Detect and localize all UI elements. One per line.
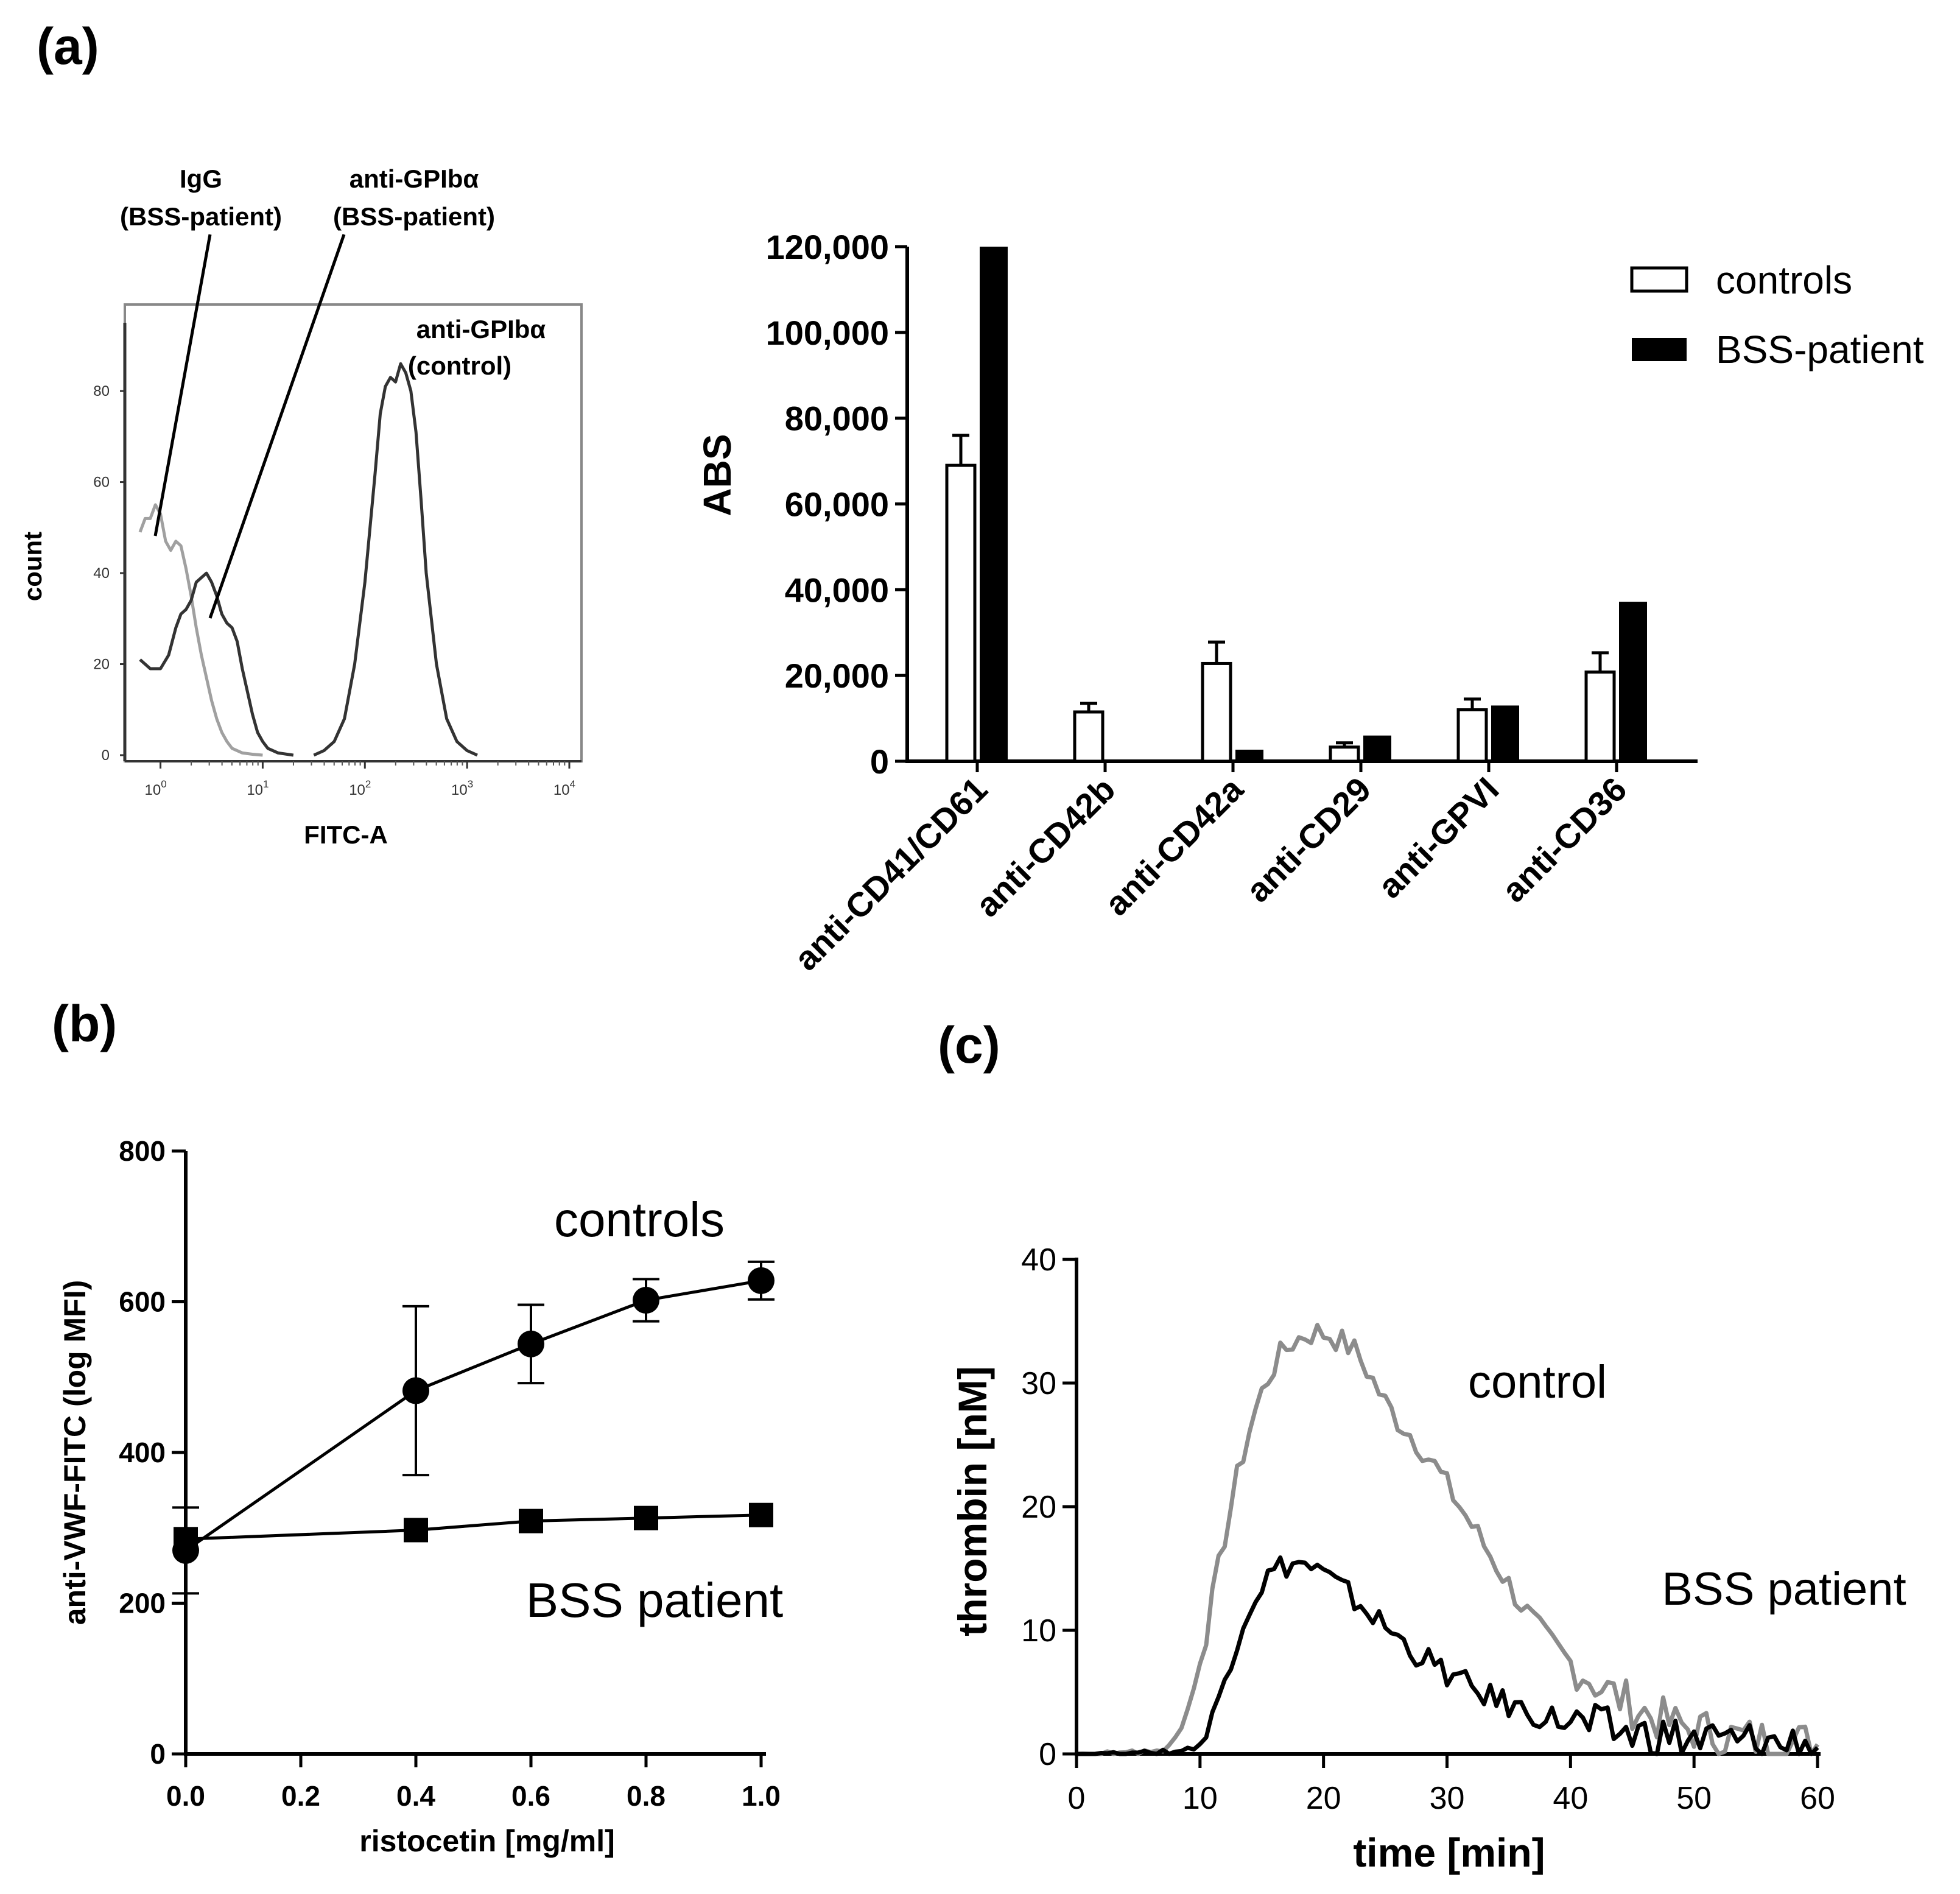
c-x-tick-label: 10 (1182, 1781, 1218, 1816)
annotation-igg-line1: IgG (180, 164, 222, 193)
panel-label-c: (c) (938, 1016, 1000, 1074)
c-y-tick-label: 30 (1021, 1366, 1056, 1401)
b-y-tick-label: 400 (119, 1437, 166, 1468)
panel-label-a: (a) (37, 18, 99, 75)
b-label-controls: controls (554, 1192, 725, 1247)
ristocetin-chart: 0 200 400 600 800 0.0 0.2 0.4 0.6 0.8 1.0 anti-VWF… (58, 1135, 783, 1858)
b-point-controls (633, 1287, 659, 1314)
c-y-label: thrombin [nM] (950, 1366, 995, 1636)
annotation-anti-ctrl-line2: (control) (408, 351, 511, 380)
b-point-bss-patient (519, 1509, 543, 1533)
bar-y-tick-label: 120,000 (766, 228, 889, 266)
bar-y-tick-label: 60,000 (785, 485, 889, 524)
annotation-igg-line2: (BSS-patient) (120, 202, 282, 231)
b-x-tick-label: 0.0 (166, 1780, 205, 1812)
bar-bss-patient (1363, 735, 1391, 761)
b-x-tick-label: 0.4 (396, 1780, 435, 1812)
c-y-tick-label: 10 (1021, 1613, 1056, 1649)
flow-y-tick-label: 40 (93, 565, 110, 582)
c-x-label: time [min] (1353, 1830, 1545, 1875)
c-y-tick-label: 0 (1039, 1737, 1056, 1772)
bar-bss-patient (1619, 602, 1647, 761)
c-x-tick-label: 50 (1676, 1781, 1712, 1816)
flow-y-tick-label: 20 (93, 657, 110, 673)
legend-swatch-controls (1630, 266, 1688, 293)
flow-x-tick-label: 104 (553, 778, 575, 798)
flow-series-line-0 (138, 503, 263, 757)
annotation-anti-bss-pointer (208, 234, 346, 619)
flow-x-tick-label: 103 (451, 778, 473, 798)
bar-controls (945, 463, 977, 763)
legend-swatch-bss (1632, 338, 1687, 361)
c-label-bss: BSS patient (1662, 1563, 1906, 1615)
flow-x-tick-label: 102 (349, 778, 371, 798)
b-y-tick-label: 600 (119, 1286, 166, 1318)
annotation-igg-pointer (153, 234, 212, 537)
c-x-tick-label: 40 (1553, 1781, 1588, 1816)
flow-y-label: count (18, 532, 47, 601)
bar-bss-patient (1491, 705, 1519, 761)
b-point-controls (402, 1377, 429, 1404)
bar-bss-patient (1235, 749, 1263, 761)
c-x-tick-label: 0 (1068, 1781, 1086, 1816)
bar-y-tick-label: 100,000 (766, 314, 889, 352)
bar-y-tick-label: 40,000 (785, 571, 889, 609)
bar-controls (1456, 708, 1488, 763)
b-x-tick-label: 0.2 (281, 1780, 320, 1812)
annotation-anti-bss-line1: anti-GPIbα (349, 164, 479, 193)
bar-controls (1329, 745, 1360, 763)
legend-label-bss: BSS-patient (1716, 328, 1924, 371)
c-y-tick-label: 40 (1021, 1242, 1056, 1278)
bar-controls (1201, 661, 1232, 763)
flow-y-tick-label: 60 (93, 474, 110, 491)
b-point-bss-patient (749, 1502, 773, 1527)
flow-y-tick-label: 80 (93, 383, 110, 400)
c-x-tick-label: 20 (1306, 1781, 1341, 1816)
c-x-tick-label: 60 (1800, 1781, 1835, 1816)
thrombin-chart: 0 10 20 30 40 0 10 20 30 40 50 60 thrombin [nM] tim… (950, 1242, 1906, 1875)
flow-x-tick-label: 100 (144, 778, 166, 798)
panel-label-b: (b) (52, 995, 117, 1052)
annotation-anti-bss-line2: (BSS-patient) (333, 202, 495, 231)
b-point-controls (748, 1267, 775, 1294)
legend-label-controls: controls (1716, 258, 1852, 302)
b-point-bss-patient (634, 1505, 658, 1530)
b-y-tick-label: 800 (119, 1135, 166, 1167)
flow-series-line-2 (313, 362, 478, 757)
c-series-line-0 (1076, 1323, 1819, 1756)
bar-bss-patient (980, 247, 1008, 761)
c-series-line-1 (1077, 1555, 1819, 1756)
b-point-controls (518, 1330, 544, 1357)
b-x-tick-label: 1.0 (742, 1780, 781, 1812)
c-x-tick-label: 30 (1430, 1781, 1465, 1816)
b-label-bss: BSS patient (526, 1573, 784, 1627)
b-y-label: anti-VWF-FITC (log MFI) (58, 1280, 92, 1625)
annotation-anti-ctrl-line1: anti-GPIbα (416, 315, 546, 343)
b-x-tick-label: 0.6 (511, 1780, 550, 1812)
bar-controls (1584, 671, 1616, 763)
b-x-tick-label: 0.8 (627, 1780, 666, 1812)
flow-x-label: FITC-A (304, 820, 388, 849)
bar-y-label: ABS (695, 434, 739, 516)
bar-controls (1073, 710, 1105, 763)
c-label-control: control (1468, 1356, 1607, 1408)
flow-x-tick-label: 101 (247, 778, 269, 798)
bar-y-tick-label: 0 (870, 742, 889, 781)
c-y-tick-label: 20 (1021, 1490, 1056, 1525)
bar-y-tick-label: 80,000 (785, 400, 889, 438)
b-y-tick-label: 0 (150, 1738, 166, 1770)
flow-histogram: 0 20 40 60 80 100 101 102 103 104 count FITC-A I… (18, 164, 583, 849)
b-y-tick-label: 200 (119, 1588, 166, 1619)
b-x-label: ristocetin [mg/ml] (359, 1824, 614, 1858)
flow-y-tick-label: 0 (102, 747, 110, 764)
b-point-bss-patient (404, 1518, 428, 1543)
b-point-bss-patient (174, 1527, 198, 1552)
bar-y-tick-label: 20,000 (785, 657, 889, 695)
